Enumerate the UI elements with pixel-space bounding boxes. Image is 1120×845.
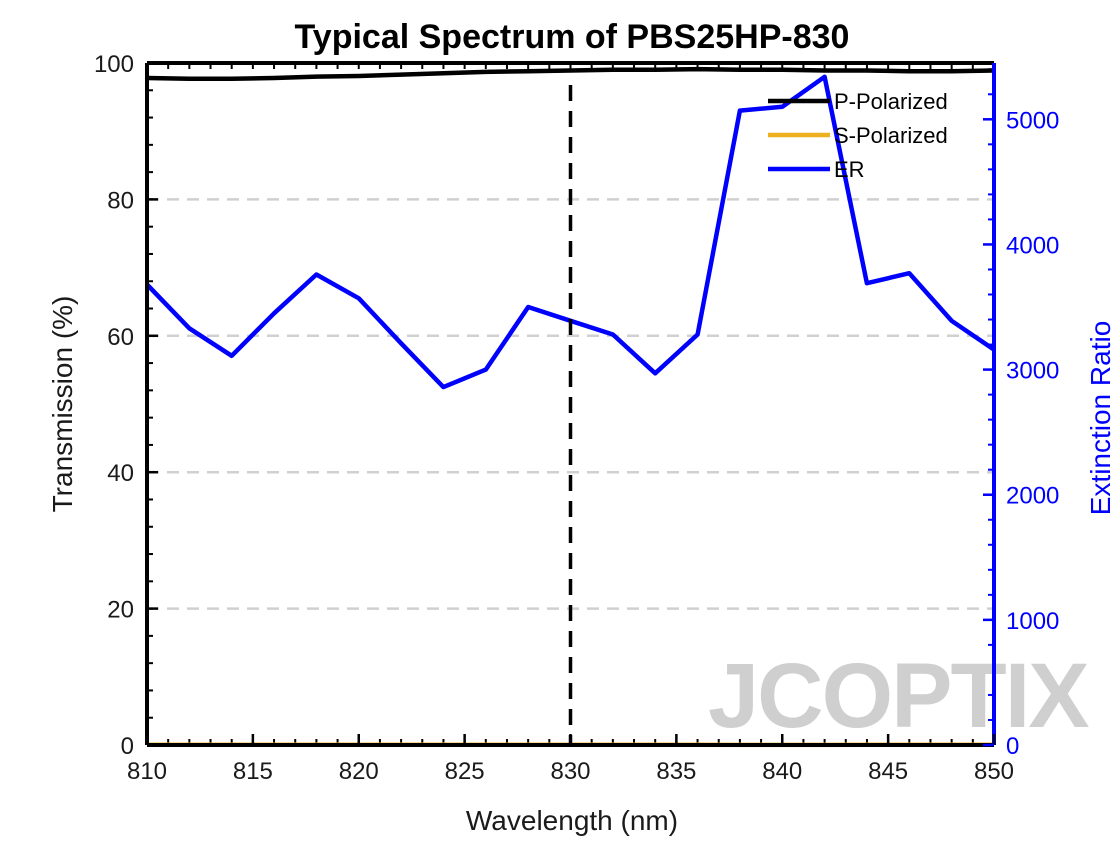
x-tick-label-815: 815 [233, 758, 273, 785]
x-tick-label-835: 835 [656, 758, 696, 785]
x-tick-label-810: 810 [127, 758, 167, 785]
y-right-tick-label-5000: 5000 [1006, 107, 1059, 134]
y-left-tick-label-20: 20 [107, 597, 134, 624]
y-left-tick-label-60: 60 [107, 324, 134, 351]
x-tick-label-820: 820 [339, 758, 379, 785]
legend-label-s-polarized: S-Polarized [834, 123, 948, 148]
x-axis-label: Wavelength (nm) [466, 805, 678, 836]
x-tick-label-825: 825 [445, 758, 485, 785]
y-axis-label-left: Transmission (%) [47, 296, 78, 513]
y-axis-label-right: Extinction Ratio [1085, 321, 1116, 516]
watermark-logo: JCOPTIX [708, 645, 1089, 747]
y-right-tick-label-3000: 3000 [1006, 358, 1059, 385]
y-left-tick-label-100: 100 [94, 51, 134, 78]
y-right-tick-label-1000: 1000 [1006, 608, 1059, 635]
chart-title: Typical Spectrum of PBS25HP-830 [295, 18, 850, 56]
x-tick-label-845: 845 [868, 758, 908, 785]
y-right-tick-label-4000: 4000 [1006, 232, 1059, 259]
y-left-tick-label-40: 40 [107, 460, 134, 487]
y-right-tick-label-0: 0 [1006, 733, 1019, 760]
x-tick-label-850: 850 [974, 758, 1014, 785]
legend-label-er: ER [834, 157, 865, 182]
x-tick-label-840: 840 [762, 758, 802, 785]
x-tick-label-830: 830 [550, 758, 590, 785]
y-left-tick-label-0: 0 [121, 733, 134, 760]
legend-label-p-polarized: P-Polarized [834, 89, 948, 114]
y-left-tick-label-80: 80 [107, 187, 134, 214]
y-right-tick-label-2000: 2000 [1006, 483, 1059, 510]
